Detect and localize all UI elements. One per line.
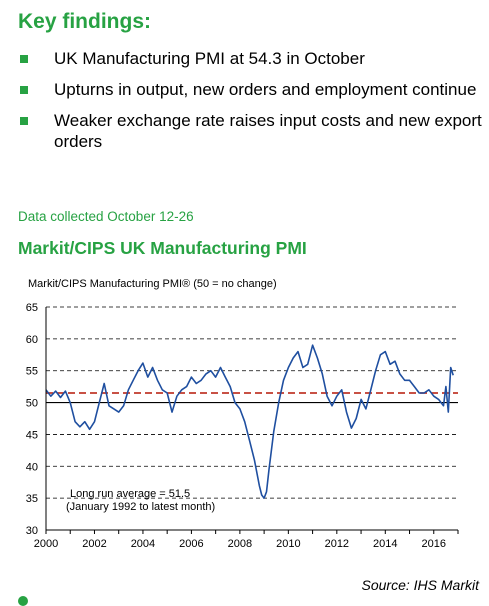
x-tick-label: 2010 — [276, 538, 300, 550]
key-findings-heading: Key findings: — [18, 10, 152, 33]
pmi-line-chart: Markit/CIPS Manufacturing PMI® (50 = no … — [26, 278, 459, 550]
data-collected-note: Data collected October 12-26 — [18, 209, 194, 224]
x-tick-label: 2000 — [34, 538, 58, 550]
x-tick-label: 2014 — [373, 538, 397, 550]
source-note: Source: IHS Markit — [361, 577, 479, 593]
y-tick-label: 55 — [26, 366, 38, 378]
finding-text: Weaker exchange rate raises input costs … — [54, 111, 482, 151]
y-tick-label: 30 — [26, 525, 38, 537]
finding-item: Upturns in output, new orders and employ… — [18, 79, 483, 100]
y-tick-label: 45 — [26, 429, 38, 441]
chart-title: Markit/CIPS UK Manufacturing PMI — [18, 238, 307, 258]
y-tick-label: 35 — [26, 493, 38, 505]
finding-item: UK Manufacturing PMI at 54.3 in October — [18, 48, 483, 69]
finding-text: Upturns in output, new orders and employ… — [54, 80, 477, 99]
finding-text: UK Manufacturing PMI at 54.3 in October — [54, 49, 365, 68]
key-findings-list: UK Manufacturing PMI at 54.3 in October … — [18, 48, 483, 162]
y-tick-label: 65 — [26, 302, 38, 314]
y-tick-label: 50 — [26, 398, 38, 410]
y-tick-label: 60 — [26, 334, 38, 346]
x-tick-label: 2004 — [131, 538, 155, 550]
bullet-square-icon — [20, 55, 28, 63]
y-axis-label: Markit/CIPS Manufacturing PMI® (50 = no … — [28, 278, 277, 290]
annotation-line-2: (January 1992 to latest month) — [66, 501, 215, 513]
bullet-square-icon — [20, 86, 28, 94]
axis-layer: 30 35 40 45 50 55 60 65 2000 2002 2004 2006 2008 2010… — [26, 302, 459, 550]
pmi-series-line — [45, 344, 454, 499]
finding-item: Weaker exchange rate raises input costs … — [18, 110, 483, 152]
annotation-line-1: Long run average = 51.5 — [70, 488, 190, 500]
x-tick-label: 2002 — [82, 538, 106, 550]
x-tick-label: 2012 — [325, 538, 349, 550]
grid-layer — [46, 306, 458, 499]
x-tick-label: 2008 — [228, 538, 252, 550]
x-tick-label: 2016 — [422, 538, 446, 550]
y-tick-label: 40 — [26, 461, 38, 473]
bullet-square-icon — [20, 117, 28, 125]
series-layer — [45, 344, 454, 499]
x-tick-label: 2006 — [179, 538, 203, 550]
decorative-dot — [18, 596, 28, 606]
